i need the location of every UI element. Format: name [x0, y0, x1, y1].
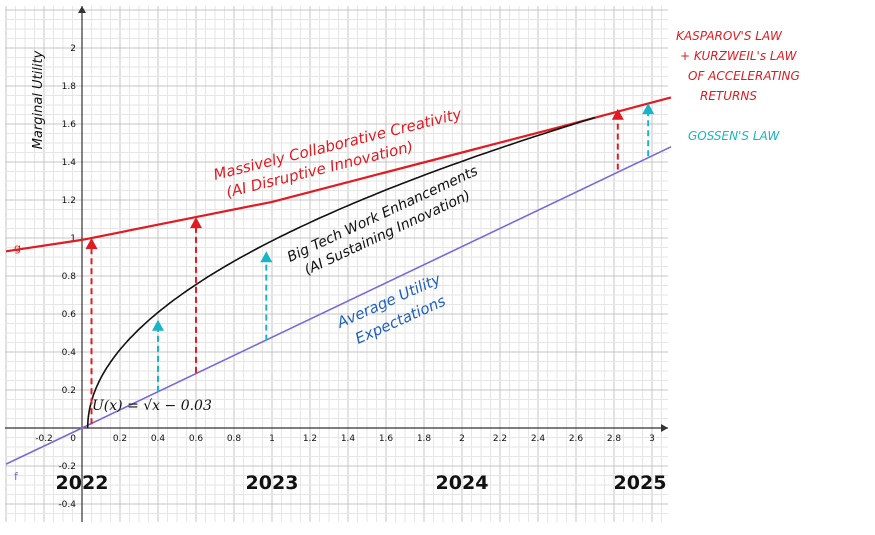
x-tick-label: 1.6	[379, 434, 394, 444]
year-label: 2025	[614, 472, 667, 494]
x-tick-label: 1.4	[341, 434, 356, 444]
x-tick-label: 2.2	[493, 434, 507, 444]
formula-label: U(x) = √x − 0.03	[92, 398, 212, 414]
y-tick-label: -0.4	[58, 500, 76, 510]
arrow-mark	[260, 251, 273, 341]
y-tick-label: -0.2	[58, 462, 76, 472]
tick-labels: -0.2 0.2 0.4 0.6 0.8 1 1.2 1.4 1.6 1.8 2 2.2 2.4 2.6 2…	[35, 44, 655, 510]
x-tick-label: 3	[649, 434, 655, 444]
year-label: 2023	[246, 472, 299, 494]
y-tick-label: 0.6	[62, 310, 77, 320]
arrow-head	[190, 217, 202, 229]
arrow-mark	[642, 103, 655, 157]
y-tick-label: 0.8	[62, 272, 77, 282]
kasparov-line3: OF ACCELERATING	[688, 69, 800, 83]
x-axis-arrowhead	[661, 424, 668, 432]
kasparov-annotation: KASPAROV'S LAW + KURZWEIL's LAW OF ACCEL…	[676, 29, 800, 103]
arrows	[85, 103, 655, 425]
arrow-head	[642, 103, 655, 115]
arrow-head	[260, 251, 273, 263]
kasparov-line1: KASPAROV'S LAW	[676, 29, 783, 43]
x-tick-label: 2.4	[531, 434, 546, 444]
y-tick-label: 1.2	[62, 196, 76, 206]
x-tick-label: 0.8	[227, 434, 242, 444]
axes	[5, 6, 668, 522]
arrow-mark	[85, 238, 98, 425]
series-line-U	[86, 116, 596, 428]
x-tick-label: 1.8	[417, 434, 432, 444]
series: gf	[5, 96, 672, 483]
series-name-g: g	[14, 241, 21, 254]
y-tick-label: 2	[70, 44, 76, 54]
year-labels: 2022 2023 2024 2025	[56, 472, 667, 494]
arrow-mark	[190, 217, 202, 373]
y-axis-arrowhead	[78, 6, 86, 13]
arrow-mark	[152, 319, 164, 392]
x-tick-label: 1.2	[303, 434, 317, 444]
x-tick-label: 0.6	[189, 434, 204, 444]
y-tick-label: 0.2	[62, 386, 76, 396]
y-tick-label: 1.8	[62, 82, 77, 92]
kasparov-line4: RETURNS	[700, 89, 757, 103]
origin-label: 0	[70, 434, 76, 444]
x-tick-label: 0.4	[151, 434, 166, 444]
arrow-head	[85, 238, 98, 249]
x-tick-label: 2.8	[607, 434, 622, 444]
arrow-mark	[611, 108, 624, 170]
gossen-annotation: GOSSEN'S LAW	[688, 129, 781, 143]
series-name-f: f	[14, 470, 19, 483]
year-label: 2024	[436, 472, 489, 494]
x-tick-label: 2	[459, 434, 465, 444]
y-tick-label: 1.6	[62, 120, 77, 130]
arrow-head	[152, 319, 164, 331]
x-tick-label: 0.2	[113, 434, 127, 444]
y-tick-label: 0.4	[62, 348, 77, 358]
year-label: 2022	[56, 472, 109, 494]
y-axis-label: Marginal Utility	[31, 50, 46, 149]
grid	[5, 6, 668, 522]
x-tick-label: -0.2	[35, 434, 53, 444]
y-tick-label: 1.4	[62, 158, 77, 168]
arrow-head	[611, 108, 624, 120]
average-utility-annotation: Average Utility Expectations	[333, 269, 448, 347]
kasparov-line2: + KURZWEIL's LAW	[680, 49, 798, 63]
x-tick-label: 2.6	[569, 434, 584, 444]
x-tick-label: 1	[269, 434, 275, 444]
series-line-f	[5, 146, 672, 465]
series-line-g	[5, 96, 672, 253]
y-tick-label: 1	[70, 234, 76, 244]
